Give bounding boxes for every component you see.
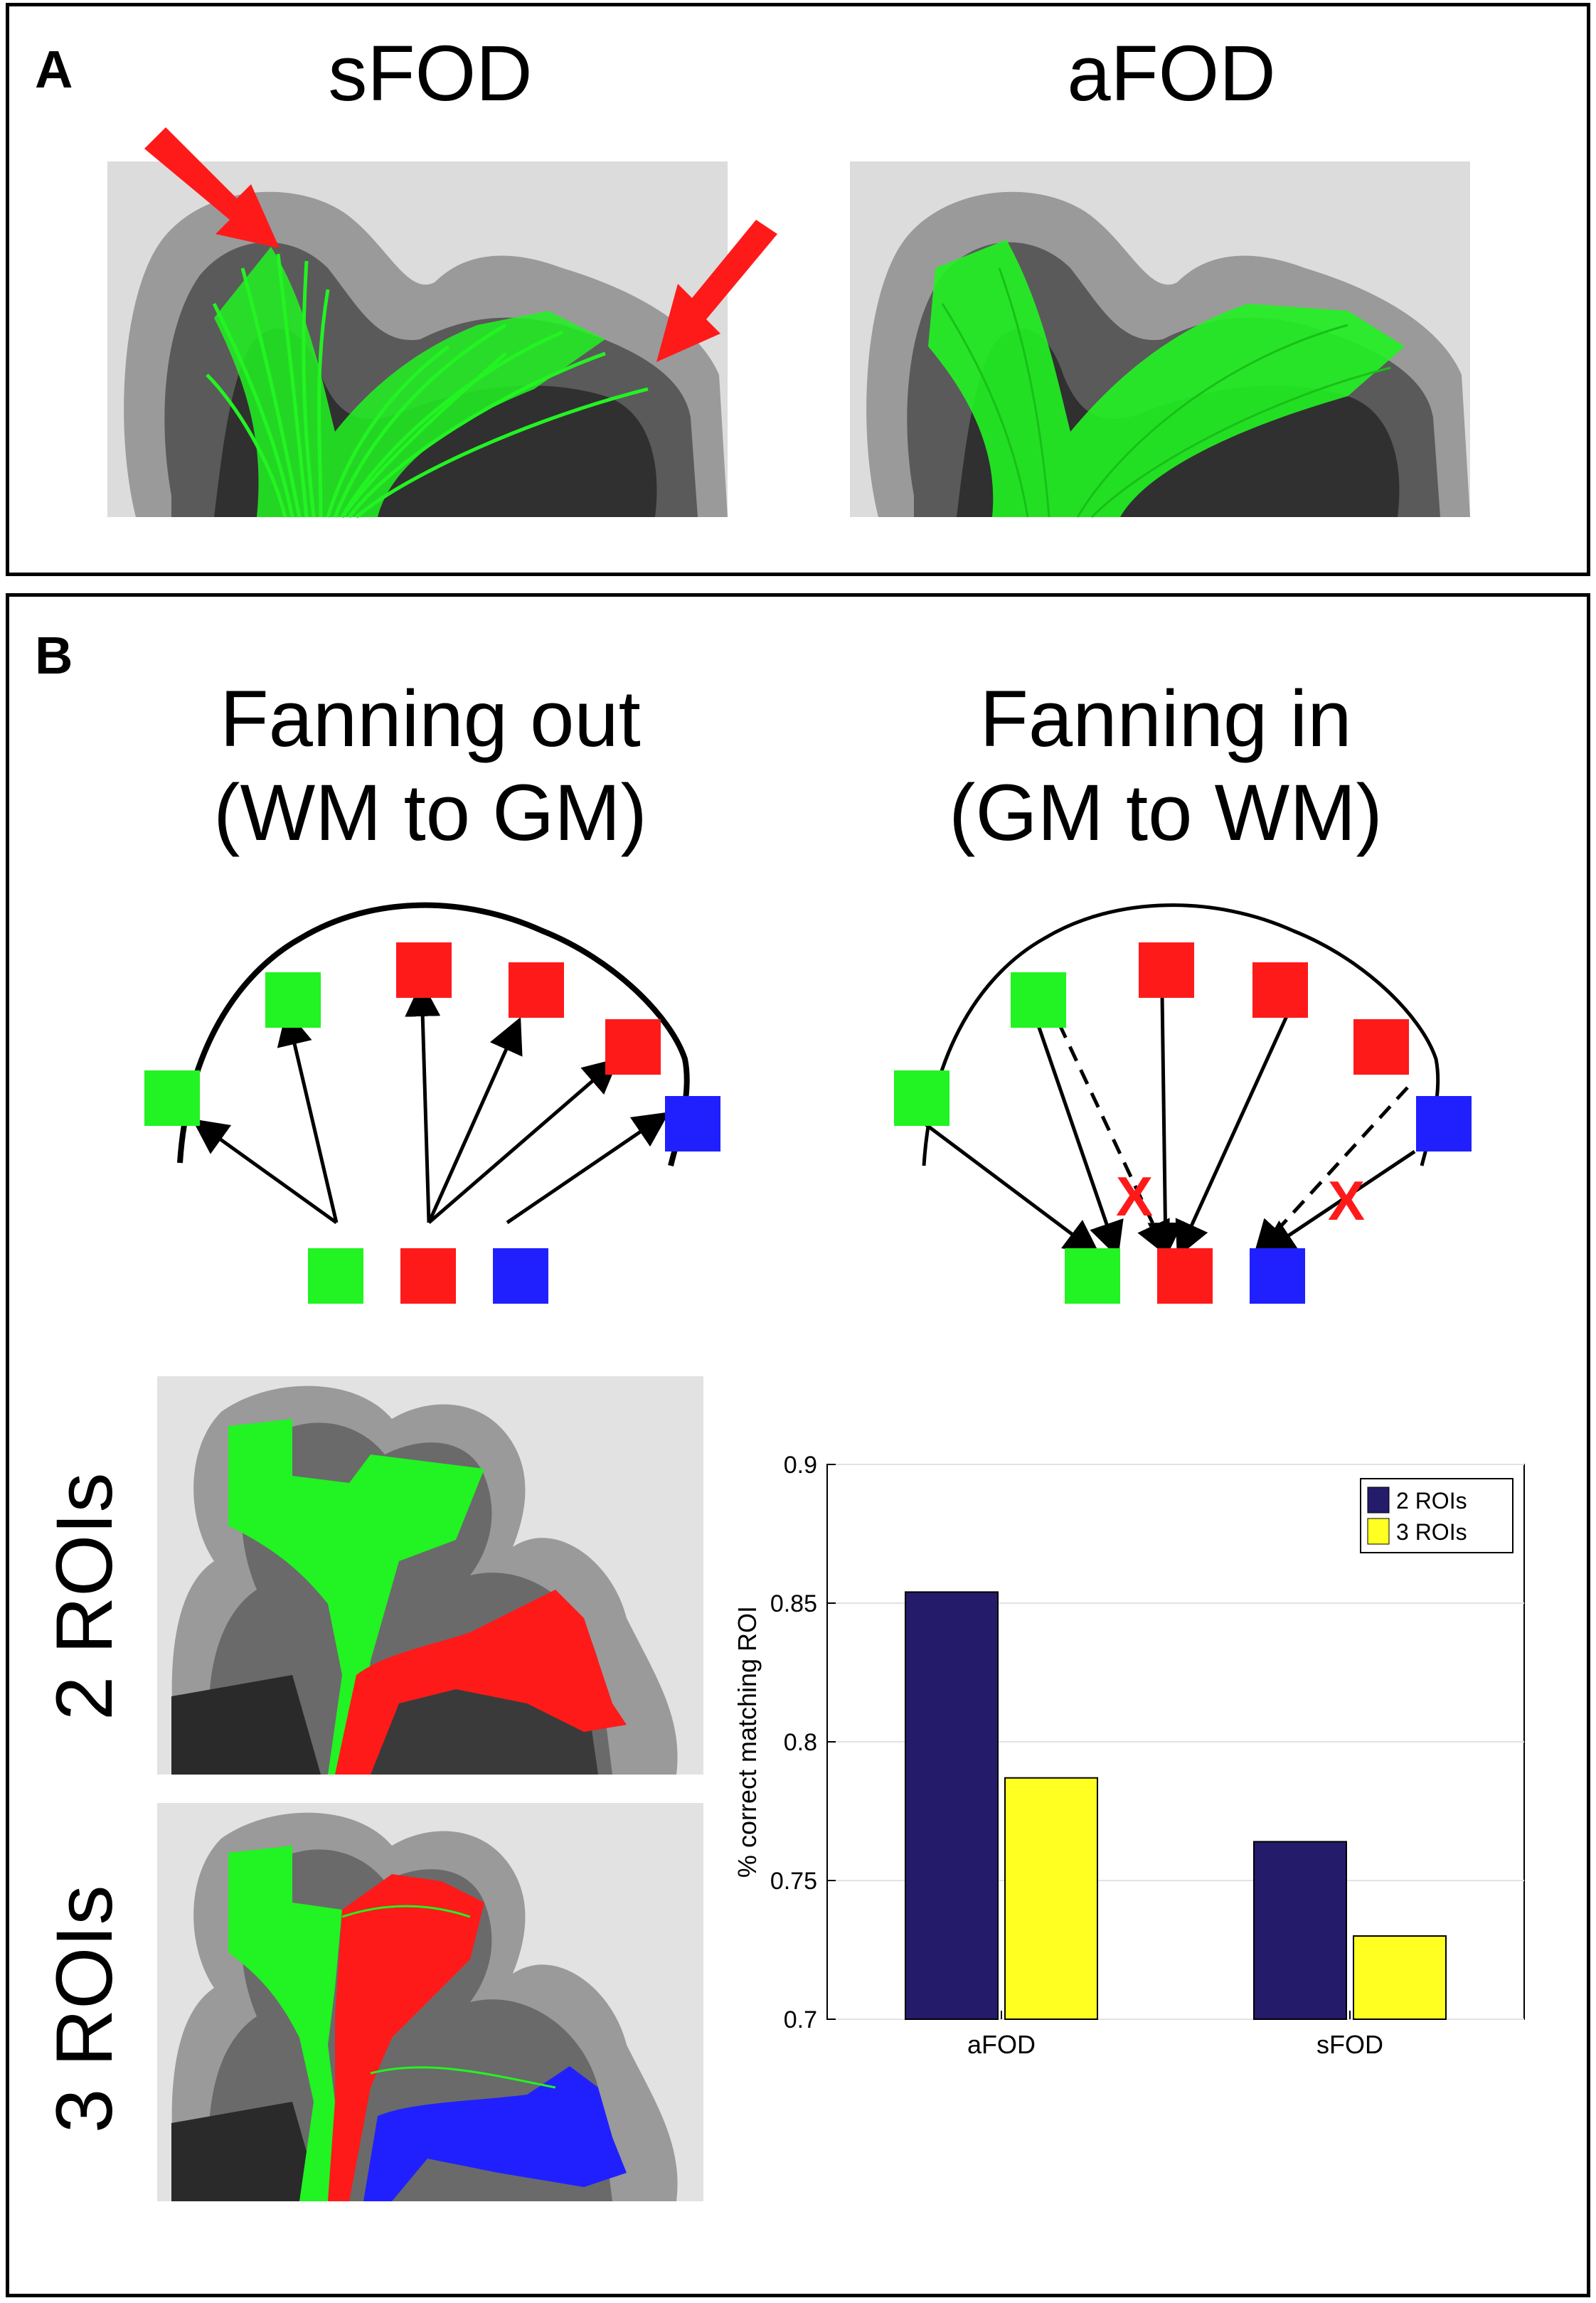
cortex-curve [177, 902, 690, 1166]
wm-roi-red-in [1157, 1248, 1213, 1304]
fanning-out-diagram [144, 902, 720, 1225]
wm-roi-blue [493, 1248, 548, 1304]
y-axis-label: % correct matching ROI [733, 1606, 762, 1878]
fanning-out-title: Fanning out (WM to GM) [213, 674, 647, 858]
row-label-2-rois: 2 ROIs [40, 1472, 129, 1720]
legend-swatch [1367, 1518, 1390, 1545]
gm-roi-red-in-3 [1353, 1019, 1409, 1075]
gm-roi-red-in-1 [1139, 942, 1194, 998]
bar-aFOD-3-ROIs [1004, 1777, 1098, 2020]
legend: 2 ROIs 3 ROIs [1360, 1478, 1513, 1553]
row-label-3-rois: 3 ROIs [40, 1885, 129, 2133]
y-axis-ticks: 0.7 0.75 0.8 0.85 0.9 [770, 1452, 836, 2033]
red-tract-3 [328, 1874, 484, 2201]
fanning-in-title: Fanning in (GM to WM) [949, 674, 1383, 858]
gm-roi-green-in-2 [1011, 972, 1066, 1028]
green-tract [228, 1419, 484, 1775]
cortex-curve-in [922, 903, 1440, 1166]
afod-title: aFOD [1067, 30, 1276, 117]
wm-roi-green [308, 1248, 363, 1304]
blue-tract-3 [363, 2066, 627, 2201]
gm-roi-green-2 [265, 972, 321, 1028]
panel-a: A sFOD aFOD [6, 3, 1590, 576]
wm-roi-green-in [1065, 1248, 1120, 1304]
gm-roi-blue-in [1416, 1096, 1472, 1152]
gm-roi-green-1 [144, 1070, 200, 1126]
legend-label: 2 ROIs [1396, 1488, 1467, 1514]
y-tick-label: 0.7 [784, 2006, 817, 2033]
y-tick-label: 0.9 [784, 1452, 817, 1479]
y-tick-label: 0.75 [770, 1868, 817, 1895]
red-arrow-right [656, 220, 777, 362]
mismatch-x-left: X [1116, 1165, 1153, 1228]
panel-b: B Fanning out (WM to GM) Fanning in (GM … [6, 593, 1590, 2297]
panel-a-label: A [35, 40, 73, 99]
gm-roi-red-in-2 [1252, 962, 1308, 1018]
bar-sFOD-2-ROIs [1253, 1841, 1347, 2021]
x-axis-ticks: aFOD sFOD [967, 2011, 1383, 2059]
fanning-in-diagram: X X [894, 903, 1472, 1304]
mismatch-x-right: X [1328, 1169, 1365, 1232]
x-tick-label: aFOD [967, 2030, 1036, 2059]
gm-roi-red-3 [605, 1019, 661, 1075]
two-roi-tractography-image [157, 1376, 703, 1775]
gm-roi-red-2 [509, 962, 564, 1018]
afod-tractography-image [850, 161, 1470, 518]
gm-roi-green-in-1 [894, 1070, 949, 1126]
legend-swatch [1367, 1486, 1390, 1514]
red-arrow-left [144, 127, 280, 248]
wm-roi-red [400, 1248, 456, 1304]
red-tract [335, 1590, 627, 1775]
green-tract-3 [228, 1846, 342, 2201]
sfod-tractography-image [107, 161, 728, 518]
y-tick-label: 0.8 [784, 1729, 817, 1756]
gm-roi-red-1 [396, 942, 452, 998]
bars [905, 1591, 1447, 2021]
x-tick-label: sFOD [1316, 2030, 1383, 2059]
bar-sFOD-3-ROIs [1353, 1935, 1447, 2020]
panel-b-label: B [35, 626, 73, 685]
bar-aFOD-2-ROIs [905, 1591, 999, 2020]
wm-roi-blue-in [1250, 1248, 1305, 1304]
three-roi-tractography-image [157, 1803, 703, 2201]
fanning-out-wm-rois [308, 1248, 548, 1304]
sfod-title: sFOD [328, 30, 533, 117]
legend-label: 3 ROIs [1396, 1519, 1467, 1545]
roi-matching-bar-chart: 0.7 0.75 0.8 0.85 0.9 aFOD sFOD % correct mat… [733, 1452, 1525, 2059]
gm-roi-blue [665, 1096, 720, 1152]
y-tick-label: 0.85 [770, 1590, 817, 1617]
